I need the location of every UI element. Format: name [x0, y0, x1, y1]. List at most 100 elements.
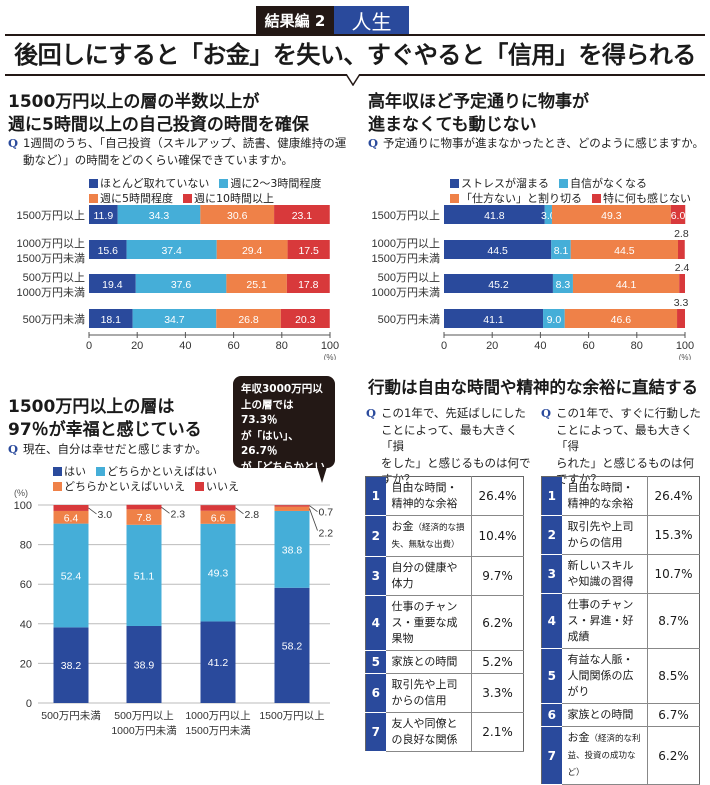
section3-title: 1500万円以上の層は 97％が幸福と感じている [8, 396, 202, 442]
leader-line [309, 505, 318, 513]
legend-item: 特に何も感じない [592, 191, 691, 206]
bar-segment [53, 627, 89, 703]
bar-segment [274, 510, 310, 588]
table-row: 6 家族との時間 6.7% [541, 703, 700, 727]
data-label: 2.8 [245, 509, 260, 521]
bar-segment [126, 240, 217, 259]
category-label: 500万円未満 [378, 313, 440, 326]
data-label: 8.3 [556, 279, 571, 291]
legend-swatch-icon [219, 179, 229, 188]
callout-text: 上の層では73.3％ [241, 398, 294, 427]
callout-tail [317, 467, 327, 483]
legend-swatch-icon [53, 467, 62, 476]
section1-title: 1500万円以上の層の半数以上が 週に5時間以上の自己投資の時間を確保 [8, 91, 309, 137]
bar-segment [89, 240, 127, 259]
bar-segment [444, 205, 545, 224]
legend-swatch-icon [183, 194, 192, 203]
tick-label: 20 [131, 340, 143, 352]
table-row: 7 お金（経済的な利益、投資の成功など） 6.2% [541, 726, 700, 785]
chart1-legend: ほとんど取れていない 週に2～3時間程度 週に5時間程度 週に10時間以上 [89, 176, 349, 206]
question-text: この1年で、すぐに行動した [556, 406, 701, 420]
data-label: 3.3 [674, 297, 689, 309]
category-label: 1000万円未満 [372, 286, 440, 299]
bar-segment [216, 240, 288, 259]
table-row: 1 自由な時間・精神的な余裕 26.4% [365, 476, 524, 516]
data-label: 25.1 [246, 279, 267, 291]
rank-label: 取引先や上司からの信用 [385, 673, 472, 713]
category-label: 1500万円未満 [17, 252, 85, 265]
category-label: 500万円未満 [41, 710, 101, 722]
leader-line [235, 507, 244, 515]
tick-label: 40 [534, 340, 546, 352]
bar-segment [572, 274, 680, 293]
section4-right-question: Q この1年で、すぐに行動した ことによって、最も大きく「得 られた」と感じるもの… [541, 405, 710, 488]
data-label: 2.3 [171, 508, 186, 520]
loss-ranking-table: 1 自由な時間・精神的な余裕 26.4% 2 お金（経済的な損失、無駄な出費） 10.4%… [365, 476, 524, 752]
question-text: この1年で、先延ばしにした [381, 406, 526, 420]
rank-label: 家族との時間 [561, 703, 648, 727]
rank-number: 2 [365, 515, 386, 557]
section1-question: Q 1週間のうち、「自己投資（スキルアップ、読書、健康維持の運 動など）」の時間を… [8, 135, 353, 169]
tick-label: 100 [14, 500, 32, 512]
data-label: 34.3 [149, 210, 170, 222]
legend-item: 週に2～3時間程度 [219, 176, 321, 191]
axis-unit: (%) [324, 353, 337, 360]
legend-swatch-icon [89, 179, 98, 188]
data-label: 38.2 [61, 660, 82, 672]
bar-segment [570, 240, 679, 259]
bar-segment [216, 309, 281, 328]
question-text: ことによって、最も大きく「損 [381, 422, 518, 454]
bar-segment [274, 587, 310, 703]
chart2-legend: ストレスが溜まる 自信がなくなる 「仕方ない」と割り切る 特に何も感じない [450, 176, 710, 206]
gain-ranking-table: 1 自由な時間・精神的な余裕 26.4% 2 取引先や上司からの信用 15.3% 3 新しいス… [541, 476, 700, 785]
rank-label: 仕事のチャンス・昇進・好成績 [561, 593, 648, 649]
data-label: 30.6 [227, 210, 248, 222]
category-label: 500万円以上 [378, 271, 440, 284]
data-label: 41.1 [483, 314, 504, 326]
divider [5, 34, 705, 36]
legend-swatch-icon [96, 467, 105, 476]
rank-number: 5 [541, 648, 562, 704]
rank-label: 新しいスキルや知識の習得 [561, 554, 648, 594]
bar-segment [677, 309, 685, 328]
category-label: 1500万円以上 [17, 209, 85, 222]
category-tag: 人生 [334, 6, 409, 34]
tick-label: 60 [20, 579, 32, 591]
section2-title-line1: 高年収ほど予定通りに物事が [368, 92, 589, 112]
rank-note: （経済的な損失、無駄な出費） [391, 523, 465, 550]
bar-segment [286, 274, 330, 293]
tick-label: 20 [486, 340, 498, 352]
bar-segment [679, 274, 685, 293]
rank-value: 8.5% [647, 648, 700, 704]
rank-number: 2 [541, 515, 562, 555]
legend-swatch-icon [89, 194, 98, 203]
section1-title-line1: 1500万円以上の層の半数以上が [8, 92, 260, 112]
bar-segment [444, 274, 553, 293]
legend-item: はい [53, 464, 86, 479]
title-notch [346, 74, 360, 86]
table-row: 6 取引先や上司からの信用 3.3% [365, 673, 524, 713]
table-row: 4 仕事のチャンス・昇進・好成績 8.7% [541, 593, 700, 649]
legend-item: 週に5時間程度 [89, 191, 173, 206]
rank-number: 4 [365, 595, 386, 651]
bar-segment [89, 309, 133, 328]
category-label: 1500万円未満 [185, 725, 251, 737]
chart3-legend: はい どちらかといえばはい どちらかといえばいいえ いいえ [53, 464, 253, 494]
rank-number: 1 [365, 476, 386, 516]
legend-item: 自信がなくなる [559, 176, 647, 191]
section-tag: 結果編 2 人生 [256, 6, 409, 34]
rank-number: 6 [541, 703, 562, 727]
data-label: 41.2 [208, 657, 229, 669]
callout-text: が「どちらかといえ [241, 460, 325, 489]
legend-item: 「仕方ない」と割り切る [450, 191, 582, 206]
legend-item: 週に10時間以上 [183, 191, 274, 206]
section3-title-line2: 97％が幸福と感じている [8, 420, 202, 440]
bar-segment [280, 309, 330, 328]
category-label: 1000万円未満 [17, 286, 85, 299]
data-label: 37.6 [171, 279, 192, 291]
table-row: 7 友人や同僚との良好な関係 2.1% [365, 712, 524, 752]
data-label: 45.2 [488, 279, 509, 291]
rank-number: 4 [541, 593, 562, 649]
rank-number: 6 [365, 673, 386, 713]
bar-segment [126, 625, 162, 703]
